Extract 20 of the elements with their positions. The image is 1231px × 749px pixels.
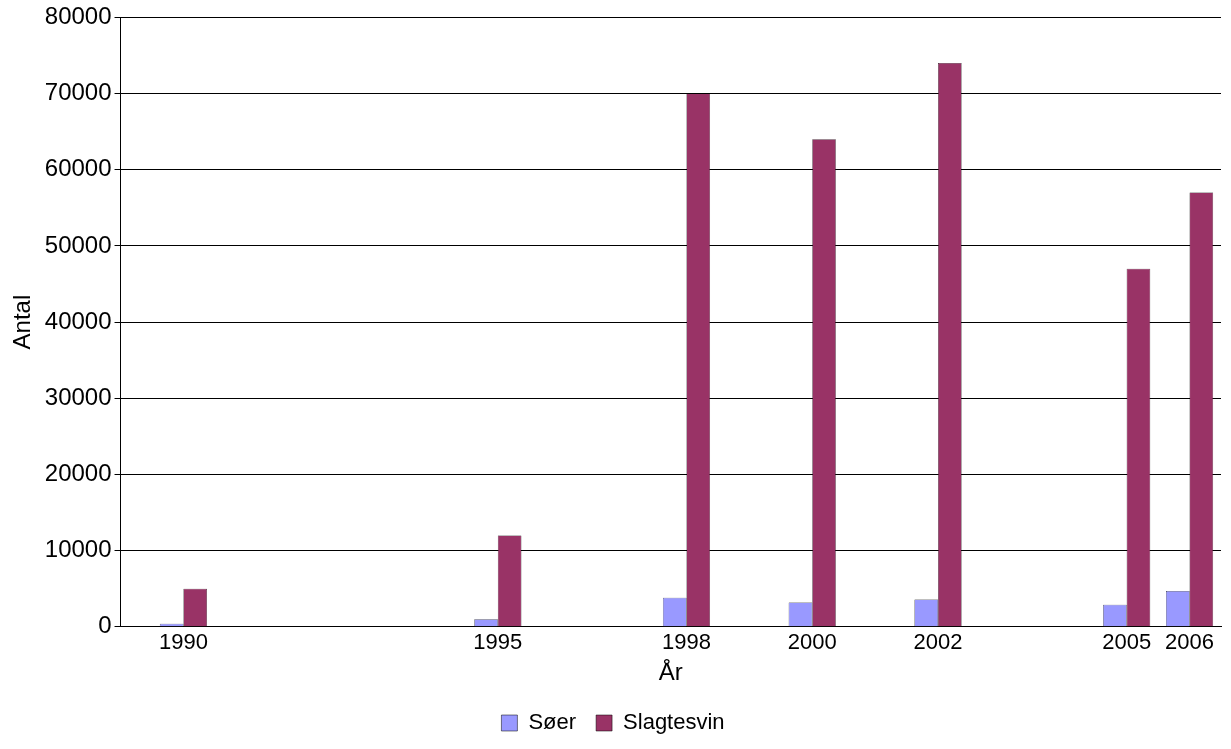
y-axis-title: Antal — [8, 294, 36, 350]
legend-label: Søer — [528, 709, 577, 735]
y-tick-label: 0 — [98, 611, 112, 639]
x-tick-label: 2002 — [913, 629, 963, 655]
y-tick-label: 60000 — [44, 154, 112, 182]
legend-label: Slagtesvin — [623, 709, 725, 735]
x-tick-label: 1995 — [473, 629, 523, 655]
x-tick-label: 2006 — [1165, 629, 1215, 655]
y-tick-label: 10000 — [44, 535, 112, 563]
y-tick-label: 50000 — [44, 230, 112, 258]
y-tick-label: 20000 — [44, 459, 112, 487]
x-axis-title: År — [658, 658, 683, 686]
x-tick-label: 1990 — [158, 629, 208, 655]
x-tick-label: 1998 — [662, 629, 711, 655]
y-tick-label: 40000 — [44, 306, 112, 334]
y-tick-label: 70000 — [44, 78, 112, 106]
y-tick-label: 80000 — [44, 2, 112, 30]
y-tick-label: 30000 — [44, 382, 112, 410]
x-tick-label: 2000 — [787, 629, 837, 655]
x-tick-label: 2005 — [1102, 629, 1152, 655]
